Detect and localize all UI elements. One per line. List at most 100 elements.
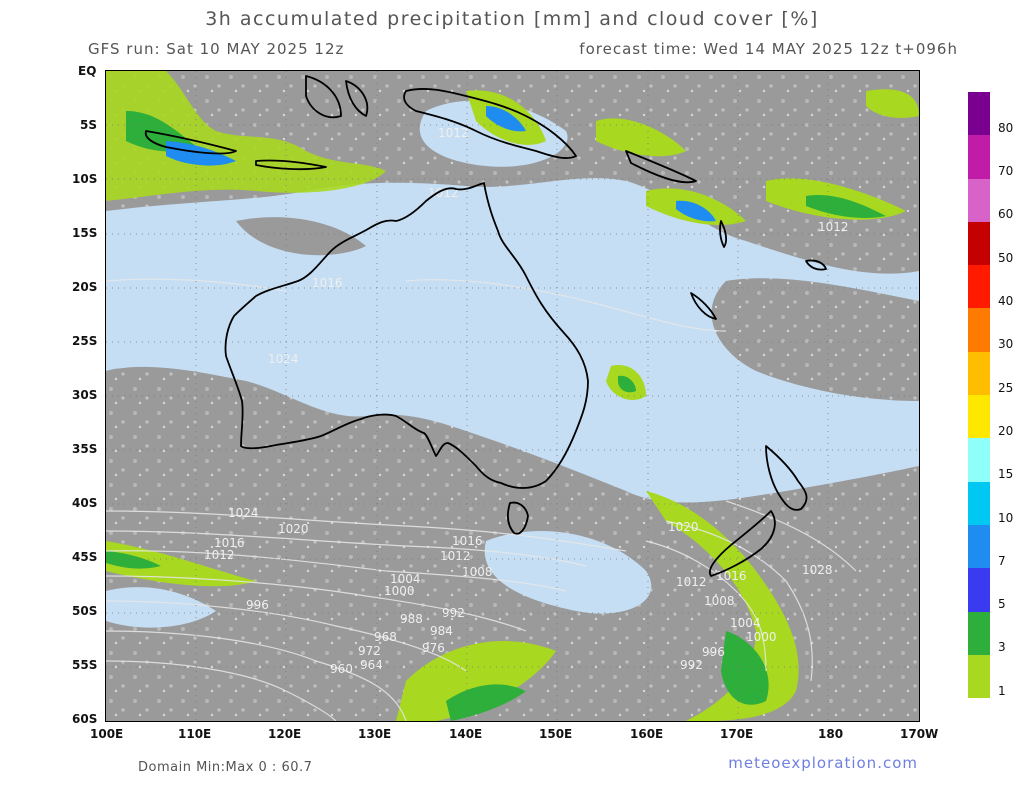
lat-label: 45S bbox=[72, 550, 98, 564]
lon-label: 140E bbox=[449, 727, 483, 741]
lon-label: 170E bbox=[720, 727, 754, 741]
legend-swatch bbox=[968, 481, 990, 525]
legend-tick-label: 20 bbox=[998, 423, 1014, 438]
legend-tick-label: 50 bbox=[998, 250, 1014, 265]
coastlines bbox=[144, 75, 827, 577]
map-title: 3h accumulated precipitation [mm] and cl… bbox=[205, 8, 819, 30]
lat-label: 15S bbox=[72, 226, 98, 240]
legend-swatch bbox=[968, 178, 990, 222]
isobar-label: 964 bbox=[360, 658, 383, 672]
isobar-label: 1016 bbox=[214, 536, 245, 550]
isobar-label: 976 bbox=[422, 641, 445, 655]
lon-label: 150E bbox=[539, 727, 573, 741]
cloud-patch-east bbox=[711, 278, 919, 401]
isobar-label: 1012 bbox=[204, 548, 235, 562]
lat-label: 30S bbox=[72, 388, 98, 402]
isobar-label: 996 bbox=[702, 645, 725, 659]
lon-label: 100E bbox=[90, 727, 124, 741]
legend-tick-label: 5 bbox=[998, 597, 1006, 612]
legend-swatch bbox=[968, 524, 990, 569]
map-canvas: 1012 1012 1016 1024 1012 1024 1020 1016 … bbox=[105, 71, 919, 722]
isobar-label: 992 bbox=[680, 658, 703, 672]
isobar-label: 1000 bbox=[384, 584, 415, 598]
lat-label: 20S bbox=[72, 280, 98, 294]
legend-tick-label: 10 bbox=[998, 510, 1014, 525]
legend-tick-label: 80 bbox=[998, 120, 1014, 135]
weather-map[interactable]: 1012 1012 1016 1024 1012 1024 1020 1016 … bbox=[105, 71, 919, 722]
domain-minmax: Domain Min:Max 0 : 60.7 bbox=[138, 760, 313, 775]
legend-swatch bbox=[968, 135, 990, 179]
legend-tick-label: 1 bbox=[998, 683, 1006, 698]
isobar-label: 972 bbox=[358, 644, 381, 658]
new-zealand-north-coastline bbox=[765, 445, 808, 511]
australia-coastline bbox=[224, 182, 589, 489]
legend-swatch bbox=[968, 395, 990, 439]
isobar-label: 1020 bbox=[668, 520, 699, 534]
forecast-time-label: forecast time: Wed 14 MAY 2025 12z t+096… bbox=[579, 40, 958, 58]
lon-label: 120E bbox=[268, 727, 302, 741]
lat-label: 5S bbox=[80, 118, 97, 132]
legend-swatch bbox=[968, 308, 990, 352]
lon-label: 170W bbox=[900, 727, 939, 741]
isobar-label: 1012 bbox=[428, 186, 459, 200]
lat-label: EQ bbox=[78, 64, 97, 78]
legend-swatch bbox=[968, 438, 990, 482]
tasmania-coastline bbox=[507, 501, 529, 535]
isobar-label: 1012 bbox=[676, 575, 707, 589]
solomon-coastline bbox=[625, 150, 697, 184]
lat-label: 50S bbox=[72, 604, 98, 618]
isobar-label: 1028 bbox=[802, 563, 833, 577]
lon-label: 180 bbox=[818, 727, 844, 741]
lon-label: 110E bbox=[178, 727, 212, 741]
precip-legend: 80 70 60 50 40 30 25 20 15 10 7 5 3 1 bbox=[968, 92, 1013, 699]
sulawesi-coastline bbox=[345, 80, 369, 117]
legend-tick-label: 3 bbox=[998, 640, 1006, 655]
legend-tick-label: 40 bbox=[998, 294, 1014, 308]
legend-swatch bbox=[968, 654, 990, 699]
legend-swatch bbox=[968, 611, 990, 655]
legend-tick-label: 60 bbox=[998, 207, 1014, 222]
lat-label: 10S bbox=[72, 172, 98, 186]
legend-tick-label: 15 bbox=[998, 467, 1014, 482]
isobar-label: 996 bbox=[246, 598, 269, 612]
lat-label: 55S bbox=[72, 658, 98, 672]
map-frame bbox=[105, 70, 920, 722]
isobar-label: 1008 bbox=[704, 594, 735, 608]
new-zealand-south-coastline bbox=[708, 510, 776, 577]
site-credit-link[interactable]: meteoexploration.com bbox=[728, 754, 918, 772]
java-coastline bbox=[144, 130, 237, 155]
isobar-label: 984 bbox=[430, 624, 453, 638]
gfs-run-label: GFS run: Sat 10 MAY 2025 12z bbox=[88, 40, 345, 58]
legend-tick-label: 7 bbox=[998, 553, 1006, 568]
isobar-label: 968 bbox=[374, 630, 397, 644]
isobar-label: 988 bbox=[400, 612, 423, 626]
lat-label: 60S bbox=[72, 712, 98, 726]
legend-tick-label: 30 bbox=[998, 337, 1014, 352]
lat-label: 35S bbox=[72, 442, 98, 456]
isobar-label: 1024 bbox=[228, 506, 259, 520]
lat-label: 40S bbox=[72, 496, 98, 510]
isobar-label: 1016 bbox=[716, 569, 747, 583]
isobar-label: 1000 bbox=[746, 630, 777, 644]
graticule bbox=[106, 71, 919, 721]
isobar-lines bbox=[105, 278, 857, 722]
isobar-label: 1016 bbox=[312, 276, 343, 290]
isobar-label: 1004 bbox=[730, 616, 761, 630]
legend-swatch bbox=[968, 351, 990, 396]
isobar-label: 1004 bbox=[390, 572, 421, 586]
isobar-label: 960 bbox=[330, 662, 353, 676]
isobar-label: 1012 bbox=[818, 220, 849, 234]
lon-label: 130E bbox=[358, 727, 392, 741]
timor-coastline bbox=[255, 159, 327, 171]
new-guinea-coastline bbox=[403, 88, 577, 159]
vanuatu-coastline bbox=[719, 220, 728, 248]
legend-tick-label: 25 bbox=[998, 380, 1014, 395]
isobar-label: 1012 bbox=[440, 549, 471, 563]
legend-swatch bbox=[968, 265, 990, 309]
isobar-label: 1020 bbox=[278, 522, 309, 536]
fiji-coastline bbox=[805, 259, 827, 271]
legend-swatch bbox=[968, 568, 990, 612]
isobar-label: 992 bbox=[442, 606, 465, 620]
isobar-labels: 1012 1012 1016 1024 1012 1024 1020 1016 … bbox=[204, 126, 849, 676]
legend-tick-label: 70 bbox=[998, 164, 1014, 179]
